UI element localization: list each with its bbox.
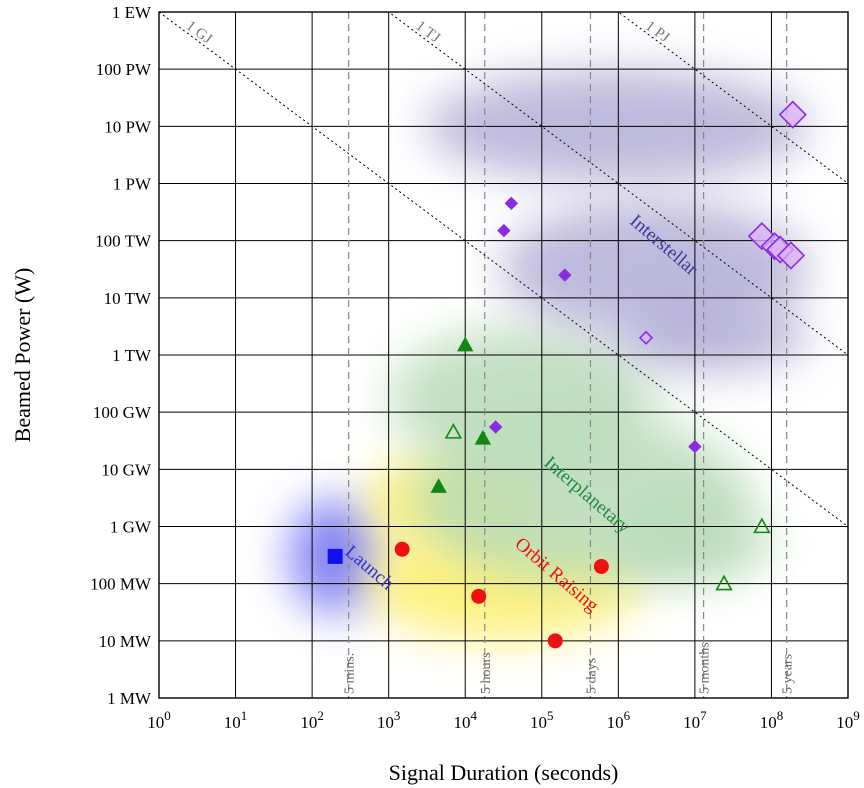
- axis-titles: Signal Duration (seconds) Beamed Power (W…: [10, 268, 618, 785]
- diamond-point: [558, 268, 572, 282]
- circle-point: [547, 633, 563, 649]
- y-tick-label: 1 PW: [113, 175, 152, 194]
- x-tick-label: 100: [147, 708, 171, 732]
- diamond-point: [688, 439, 702, 454]
- diamond-point: [504, 196, 519, 211]
- time-marker-label: 5 days: [584, 658, 599, 694]
- triangle-point: [444, 422, 463, 439]
- circle-point: [593, 558, 609, 574]
- circle-point: [394, 541, 410, 557]
- x-tick-label: 106: [607, 708, 631, 732]
- energy-line-label: 1 GJ: [183, 18, 215, 48]
- y-tick-label: 100 PW: [96, 60, 152, 79]
- time-marker-label: 5 years: [781, 654, 796, 694]
- y-tick-label: 10 PW: [104, 117, 152, 136]
- triangle-point: [753, 517, 771, 534]
- energy-line-label: 1 PJ: [642, 18, 672, 46]
- triangle-point: [457, 336, 474, 352]
- x-tick-label: 107: [683, 708, 707, 732]
- diamond-point: [778, 100, 807, 129]
- y-tick-label: 1 MW: [107, 689, 152, 708]
- y-tick-label: 100 GW: [93, 403, 152, 422]
- time-marker-label: 5 months: [698, 642, 713, 694]
- region-blob-interstellar: [618, 297, 808, 373]
- triangle-point: [715, 574, 733, 591]
- x-axis-title: Signal Duration (seconds): [389, 760, 619, 785]
- energy-line: [159, 12, 848, 527]
- y-tick-label: 1 TW: [112, 346, 152, 365]
- energy-line-label: 1 TJ: [412, 18, 443, 46]
- energy-line: [617, 12, 848, 184]
- x-tick-label: 102: [300, 708, 324, 732]
- square-point: [327, 548, 343, 564]
- x-tick-label: 108: [760, 708, 784, 732]
- circle-point: [471, 588, 487, 604]
- y-tick-label: 100 MW: [90, 575, 152, 594]
- x-tick-label: 109: [836, 708, 860, 732]
- x-tick-label: 104: [453, 708, 477, 732]
- diamond-point: [776, 241, 806, 270]
- y-tick-label: 10 GW: [101, 460, 152, 479]
- x-tick-label: 101: [224, 708, 248, 732]
- energy-line: [387, 12, 848, 356]
- y-tick-label: 10 MW: [99, 632, 152, 651]
- y-tick-label: 1 GW: [110, 518, 152, 537]
- x-tick-label: 103: [377, 708, 401, 732]
- triangle-point: [430, 478, 447, 493]
- y-tick-label: 100 TW: [95, 232, 152, 251]
- time-markers: 5 mins. 5 hours 5 days 5 months 5 years: [343, 12, 796, 698]
- y-tick-label: 1 EW: [112, 3, 152, 22]
- x-tick-label: 105: [530, 708, 554, 732]
- time-marker-label: 5 hours: [479, 652, 494, 694]
- diamond-point: [497, 223, 511, 238]
- tick-labels: 100 101 102 103 104 105 106 107 108 109 1 MW 10 MW 1…: [90, 3, 860, 732]
- diamond-point: [638, 330, 654, 345]
- triangle-point: [474, 429, 492, 445]
- plot-frame: [158, 11, 849, 699]
- y-tick-label: 10 TW: [104, 289, 152, 308]
- y-axis-title: Beamed Power (W): [10, 268, 35, 443]
- time-marker-label: 5 mins.: [343, 653, 358, 694]
- diamond-point: [488, 420, 503, 434]
- data-points: [327, 100, 807, 649]
- energy-line: [847, 12, 848, 13]
